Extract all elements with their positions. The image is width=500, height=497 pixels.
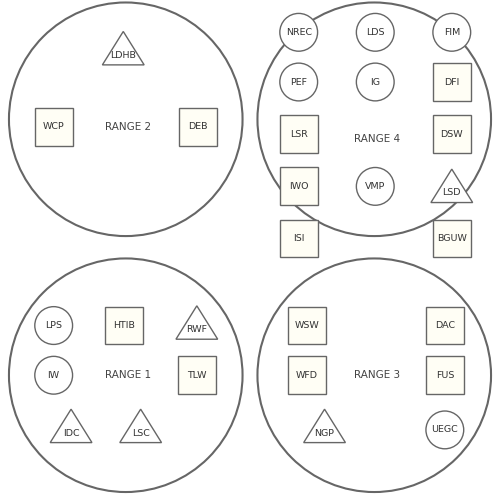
Text: PEF: PEF bbox=[290, 78, 307, 86]
Bar bbox=[426, 307, 464, 344]
Text: LSD: LSD bbox=[442, 188, 461, 197]
Circle shape bbox=[258, 258, 491, 492]
Bar bbox=[178, 356, 216, 394]
Circle shape bbox=[9, 258, 242, 492]
Bar bbox=[433, 63, 470, 101]
Text: WFD: WFD bbox=[296, 371, 318, 380]
Text: UEGC: UEGC bbox=[432, 425, 458, 434]
Polygon shape bbox=[50, 409, 92, 443]
Text: VMP: VMP bbox=[365, 182, 386, 191]
Bar bbox=[179, 108, 216, 146]
Text: WSW: WSW bbox=[294, 321, 319, 330]
Text: TLW: TLW bbox=[187, 371, 206, 380]
Circle shape bbox=[280, 13, 318, 51]
Text: RANGE 4: RANGE 4 bbox=[354, 134, 400, 144]
Circle shape bbox=[35, 307, 72, 344]
Text: NGP: NGP bbox=[314, 428, 334, 437]
Text: DEB: DEB bbox=[188, 122, 208, 131]
Text: WCP: WCP bbox=[43, 122, 64, 131]
Text: RANGE 2: RANGE 2 bbox=[105, 122, 152, 132]
Text: IG: IG bbox=[370, 78, 380, 86]
Text: DSW: DSW bbox=[440, 130, 463, 139]
Text: LDHB: LDHB bbox=[110, 51, 136, 60]
Bar bbox=[433, 220, 470, 257]
Circle shape bbox=[356, 63, 394, 101]
Text: DFI: DFI bbox=[444, 78, 460, 86]
Polygon shape bbox=[120, 409, 162, 443]
Bar bbox=[280, 220, 318, 257]
Text: IDC: IDC bbox=[63, 428, 80, 437]
Circle shape bbox=[426, 411, 464, 449]
Bar bbox=[288, 356, 326, 394]
Text: FIM: FIM bbox=[444, 28, 460, 37]
Polygon shape bbox=[176, 306, 218, 339]
Text: LSC: LSC bbox=[132, 428, 150, 437]
Polygon shape bbox=[102, 31, 144, 65]
Circle shape bbox=[9, 2, 242, 236]
Text: LPS: LPS bbox=[45, 321, 62, 330]
Bar bbox=[106, 307, 143, 344]
Circle shape bbox=[356, 167, 394, 205]
Circle shape bbox=[433, 13, 470, 51]
Text: DAC: DAC bbox=[435, 321, 455, 330]
Circle shape bbox=[258, 2, 491, 236]
Text: BGUW: BGUW bbox=[437, 234, 466, 243]
Text: LSR: LSR bbox=[290, 130, 308, 139]
Circle shape bbox=[356, 13, 394, 51]
Bar bbox=[426, 356, 464, 394]
Text: HTIB: HTIB bbox=[114, 321, 135, 330]
Text: IWO: IWO bbox=[289, 182, 308, 191]
Text: FUS: FUS bbox=[436, 371, 454, 380]
Circle shape bbox=[280, 63, 318, 101]
Text: ISI: ISI bbox=[293, 234, 304, 243]
Text: RANGE 1: RANGE 1 bbox=[105, 370, 152, 380]
Text: LDS: LDS bbox=[366, 28, 384, 37]
Polygon shape bbox=[304, 409, 346, 443]
Polygon shape bbox=[431, 169, 472, 203]
Bar bbox=[288, 307, 326, 344]
Bar bbox=[280, 115, 318, 153]
Bar bbox=[280, 167, 318, 205]
Circle shape bbox=[35, 356, 72, 394]
Bar bbox=[35, 108, 72, 146]
Text: RWF: RWF bbox=[186, 325, 208, 334]
Text: IW: IW bbox=[48, 371, 60, 380]
Text: NREC: NREC bbox=[286, 28, 312, 37]
Text: RANGE 3: RANGE 3 bbox=[354, 370, 400, 380]
Bar bbox=[433, 115, 470, 153]
